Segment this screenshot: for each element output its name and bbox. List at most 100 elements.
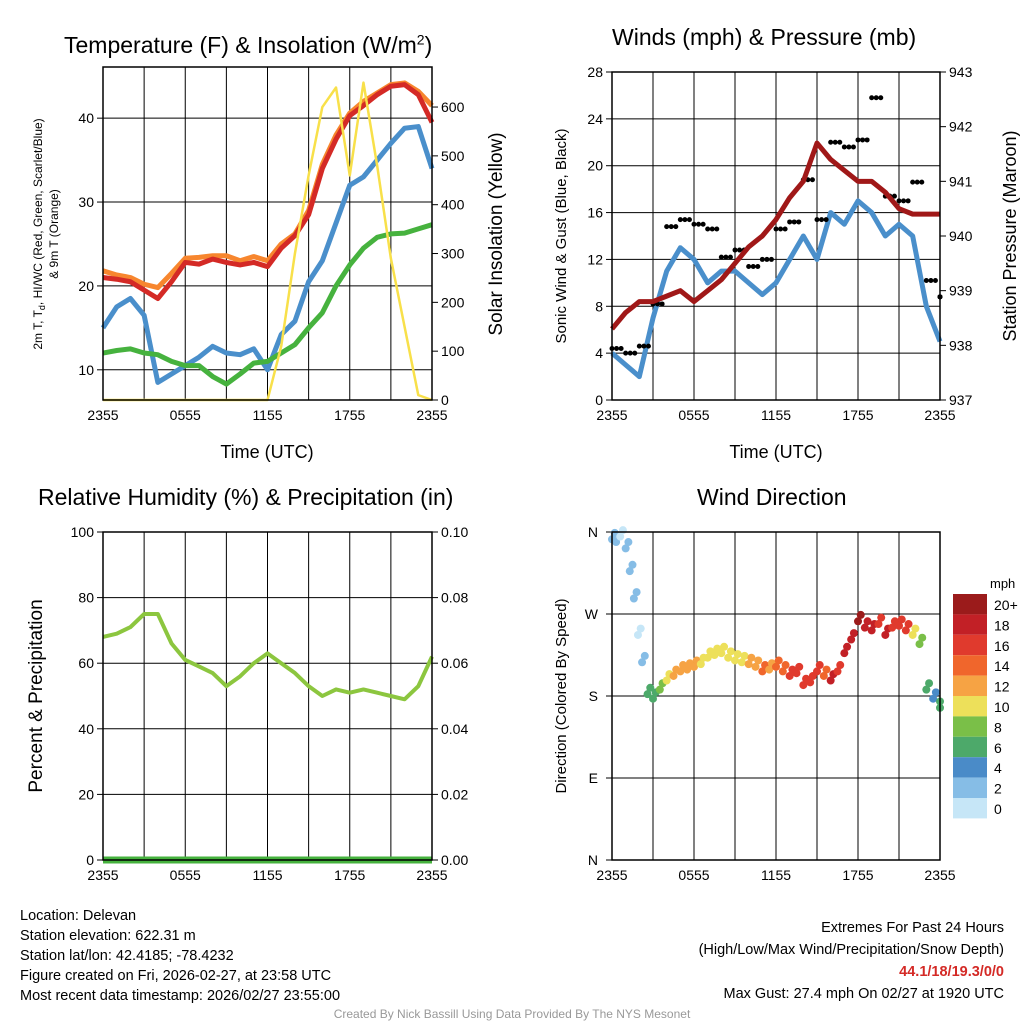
direction-dot (747, 653, 756, 662)
left-y-tick-label: 4 (595, 345, 603, 361)
rh-panel-title: Relative Humidity (%) & Precipitation (i… (38, 484, 454, 510)
right-y-tick-label: 500 (441, 148, 465, 164)
direction-dot (843, 642, 852, 651)
gust-dot (659, 301, 665, 307)
direction-dot (744, 660, 753, 669)
x-tick-label: 0555 (170, 867, 201, 883)
colorbar-bin (953, 757, 987, 778)
gust-dot (636, 343, 642, 349)
direction-dot (628, 560, 637, 569)
direction-tick-label: E (589, 770, 598, 786)
right-y-tick-label: 937 (949, 392, 973, 408)
x-tick-label: 0555 (678, 407, 709, 423)
direction-dot (781, 661, 790, 670)
gust-dot (673, 224, 679, 230)
x-tick-label: 1155 (252, 407, 282, 423)
gust-dot (910, 179, 916, 185)
direction-dot (795, 662, 804, 671)
gust-dot (787, 219, 793, 225)
recent-timestamp: Most recent data timestamp: 2026/02/27 2… (20, 988, 341, 1004)
left-y-tick-label: 20 (587, 158, 603, 174)
colorbar-tick-label: 4 (994, 760, 1002, 776)
colorbar-bin (953, 655, 987, 676)
elevation: Station elevation: 622.31 m (20, 928, 196, 944)
series-relative-humidity (102, 612, 434, 702)
gust-dot (837, 139, 843, 145)
colorbar-bin (953, 777, 987, 798)
direction-dot (669, 671, 678, 680)
gust-dot (700, 221, 706, 227)
credit-line: Created By Nick Bassill Using Data Provi… (333, 1007, 691, 1021)
direction-dot (806, 678, 815, 687)
gust-dot (755, 263, 761, 269)
direction-dot (632, 588, 641, 597)
direction-dot (929, 694, 938, 703)
right-y-tick-label: 300 (441, 246, 465, 262)
direction-dot (895, 621, 903, 630)
gust-dot (746, 263, 752, 269)
y-axis-title: 2m T, Td, HI/WC (Red, Green, Scarlet/Blu… (31, 118, 47, 349)
left-y-tick-label: 0 (595, 392, 603, 408)
plot-frame (611, 531, 941, 861)
gust-dot (841, 144, 847, 150)
direction-dot (925, 679, 934, 688)
gust-dot (737, 247, 743, 253)
direction-dot (754, 656, 763, 665)
plot-frame (611, 71, 941, 401)
direction-dot (740, 651, 749, 660)
direction-dot (822, 665, 831, 674)
right-y-tick-label: 600 (441, 99, 465, 115)
left-y-tick-label: 100 (71, 524, 95, 540)
right-y-tick-label: 942 (949, 119, 973, 135)
x-tick-label: 1155 (761, 867, 791, 883)
right-y-tick-label: 940 (949, 228, 973, 244)
direction-dot (904, 620, 913, 629)
direction-dot (922, 685, 931, 694)
location: Location: Delevan (20, 908, 137, 924)
gust-dot (791, 219, 797, 225)
colorbar-tick-label: 6 (994, 740, 1002, 756)
direction-dot (640, 651, 649, 660)
extremes-block: Extremes For Past 24 Hours (High/Low/Max… (699, 917, 1004, 1005)
extremes-legend: (High/Low/Max Wind/Precipitation/Snow De… (698, 942, 1004, 958)
gust-dot (860, 137, 866, 143)
gust-dot (664, 224, 670, 230)
left-y-tick-label: 0 (86, 852, 94, 868)
right-y-tick-label: 941 (949, 173, 973, 189)
colorbar-bin (953, 798, 987, 819)
gust-dot (691, 221, 697, 227)
direction-dot (856, 610, 865, 619)
direction-dot (717, 649, 726, 658)
gust-dot (677, 217, 683, 223)
station-info: Location: Delevan Station elevation: 622… (20, 906, 340, 1006)
gust-dot (782, 226, 788, 232)
direction-dot (774, 656, 783, 665)
y-axis-title: Sonic Wind & Gust (Blue, Black) (553, 128, 570, 343)
colorbar-label: mph (990, 576, 1015, 591)
colorbar-bin (953, 594, 987, 615)
x-tick-label: 1155 (252, 867, 282, 883)
colorbar-tick-label: 12 (994, 679, 1010, 695)
x-axis-title: Time (UTC) (729, 442, 822, 462)
direction-tick-label: N (588, 524, 598, 540)
right-y-tick-label: 100 (441, 343, 465, 359)
gust-dot (768, 256, 774, 262)
direction-dot (758, 667, 767, 676)
x-tick-label: 2355 (87, 407, 118, 423)
direction-dot (643, 690, 652, 699)
direction-dot (874, 620, 883, 629)
left-y-tick-label: 80 (78, 590, 94, 606)
colorbar-bin (953, 675, 987, 696)
right-y-tick-label: 0 (441, 392, 449, 408)
colorbar-tick-label: 10 (994, 699, 1010, 715)
gust-dot (796, 219, 802, 225)
gust-dot (828, 139, 834, 145)
x-tick-label: 1755 (334, 867, 365, 883)
x-tick-label: 2355 (596, 407, 627, 423)
left-y-tick-label: 30 (78, 194, 94, 210)
gust-dot (759, 256, 765, 262)
direction-dot (847, 635, 856, 644)
direction-dot (646, 683, 655, 692)
right-y-tick-label: 0.02 (441, 786, 468, 802)
gust-dot (864, 137, 870, 143)
